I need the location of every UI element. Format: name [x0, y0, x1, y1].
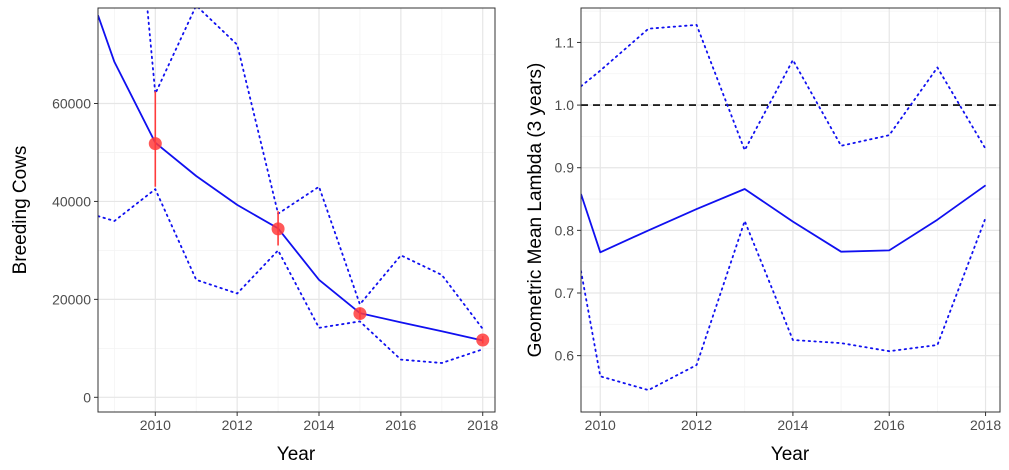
panel-border: [97, 7, 496, 413]
x-tick-label: 2012: [681, 417, 712, 433]
x-tick-label: 2016: [874, 417, 905, 433]
estimate-line: [581, 184, 987, 254]
observed-point: [353, 307, 367, 321]
y-tick-label: 60000: [52, 95, 91, 111]
y-tick-label: 0.7: [555, 285, 575, 301]
y-tick-label: 20000: [52, 291, 91, 307]
x-tick-label: 2018: [970, 417, 1001, 433]
x-tick-label: 2014: [303, 417, 334, 433]
x-tick-label: 2018: [467, 417, 498, 433]
axes: 2010 2012 2014 2016 2018 0 20000 40000 60000: [52, 95, 498, 433]
y-tick-label: 1.0: [555, 97, 575, 113]
lower-line: [581, 216, 987, 392]
grid: [581, 8, 1000, 412]
y-tick-label: 0: [83, 389, 91, 405]
upper-line: [581, 23, 987, 152]
observed-point: [271, 222, 285, 236]
axes: 2010 2012 2014 2016 2018 0.6 0.7 0.8 0.9 1.0 1.1: [555, 34, 1002, 433]
grid: [98, 8, 495, 412]
x-tick-label: 2012: [222, 417, 253, 433]
x-tick-label: 2010: [140, 417, 171, 433]
observed-point: [148, 137, 162, 151]
plot-marks: [98, 8, 490, 364]
x-tick-label: 2016: [385, 417, 416, 433]
plot-marks: [581, 23, 1000, 392]
x-tick-label: 2014: [777, 417, 808, 433]
y-tick-label: 40000: [52, 193, 91, 209]
panel-border: [580, 7, 1001, 413]
y-axis-title: Breeding Cows: [10, 146, 31, 275]
x-axis-title: Year: [277, 444, 316, 465]
lower-line: [98, 188, 484, 364]
lambda-panel: 2010 2012 2014 2016 2018 0.6 0.7 0.8 0.9 1.0 1.1 Y…: [525, 7, 1002, 465]
y-tick-label: 0.9: [555, 160, 575, 176]
x-tick-label: 2010: [585, 417, 616, 433]
y-tick-label: 0.8: [555, 222, 575, 238]
x-axis-title: Year: [771, 444, 810, 465]
upper-line: [146, 8, 484, 330]
y-axis-title: Geometric Mean Lambda (3 years): [525, 63, 546, 358]
observed-point: [476, 333, 490, 347]
y-tick-label: 1.1: [555, 34, 575, 50]
breeding-cows-panel: 2010 2012 2014 2016 2018 0 20000 40000 60000 Yea…: [10, 7, 499, 465]
y-tick-label: 0.6: [555, 348, 575, 364]
